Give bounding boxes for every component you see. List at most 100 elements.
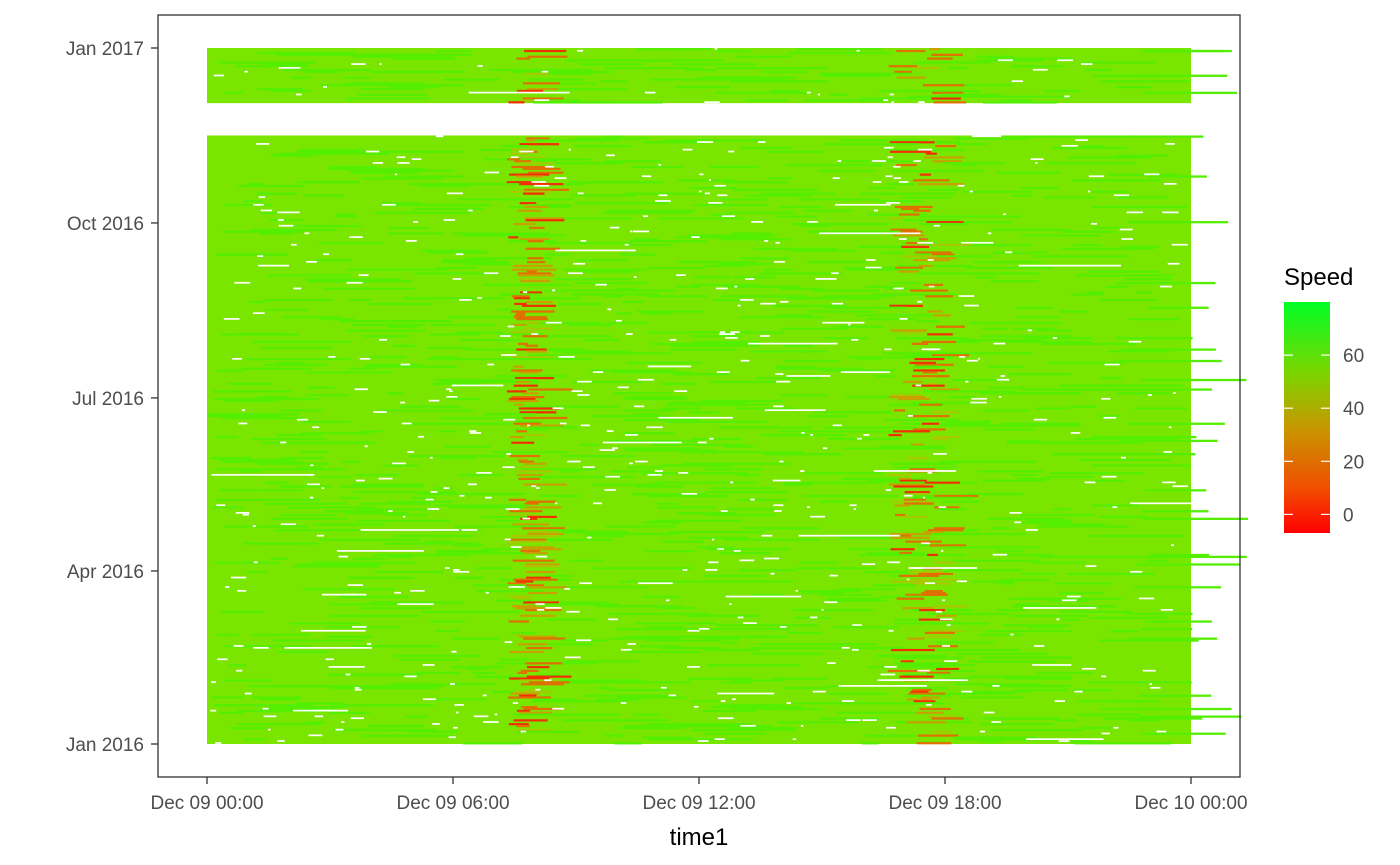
speed-tile [740, 146, 793, 150]
speed-tile [349, 299, 372, 302]
speed-tile [260, 441, 363, 444]
speed-tile [905, 540, 942, 543]
y-tick-label: Apr 2016 [67, 562, 144, 583]
speed-tile [837, 711, 896, 714]
speed-tile [651, 342, 755, 346]
missing-data-gap [927, 348, 941, 351]
speed-tile [300, 451, 328, 454]
speed-tile [913, 67, 941, 70]
speed-tile [776, 367, 863, 370]
speed-tile [670, 401, 748, 405]
missing-data-gap [927, 472, 933, 474]
speed-tile [563, 268, 646, 271]
speed-tile [844, 477, 912, 481]
speed-tile [929, 544, 967, 547]
speed-tile [894, 409, 906, 412]
speed-tile [530, 700, 628, 703]
speed-tile [524, 502, 539, 505]
speed-tile [307, 280, 413, 283]
missing-data-gap [996, 378, 1010, 381]
missing-data-gap [1027, 329, 1033, 332]
missing-data-gap [1052, 337, 1057, 339]
missing-data-gap [856, 49, 860, 52]
speed-tile [328, 603, 410, 606]
speed-tile [1086, 291, 1105, 294]
speed-tile [609, 439, 698, 443]
speed-tile [278, 456, 324, 460]
speed-tile [381, 202, 422, 205]
speed-tile [344, 512, 408, 515]
speed-tile [529, 226, 545, 229]
speed-tile [873, 584, 916, 587]
missing-data-gap [862, 563, 876, 566]
speed-tile [1091, 190, 1130, 193]
speed-tile [890, 580, 928, 583]
speed-tile [933, 605, 969, 608]
speed-tile [847, 268, 921, 271]
speed-tile [509, 510, 543, 513]
speed-tile [329, 165, 377, 169]
missing-data-gap [1023, 607, 1030, 609]
speed-tile [280, 513, 338, 517]
missing-data-gap [852, 648, 859, 651]
speed-tile [980, 740, 1003, 743]
speed-tile [539, 494, 580, 498]
speed-tile [877, 200, 922, 203]
speed-tile [896, 164, 917, 167]
speed-tile [509, 650, 545, 654]
missing-data-gap [642, 175, 652, 178]
speed-tile [662, 407, 701, 410]
speed-tile [983, 428, 1035, 431]
speed-tile [448, 506, 553, 509]
missing-data-gap [812, 690, 826, 693]
missing-data-gap [559, 422, 567, 425]
speed-tile [387, 325, 419, 328]
speed-tile [1028, 614, 1089, 617]
missing-data-gap [1064, 95, 1070, 98]
speed-tile [440, 416, 529, 420]
speed-tile [511, 295, 530, 298]
speed-tile [737, 473, 760, 477]
missing-data-gap [443, 487, 450, 489]
speed-tile [634, 485, 684, 488]
speed-tile [894, 504, 911, 507]
speed-tile [524, 217, 564, 220]
speed-tile [477, 589, 545, 593]
speed-tile [615, 312, 632, 315]
missing-data-gap [238, 422, 248, 425]
missing-data-gap [372, 162, 384, 164]
speed-tile [1081, 144, 1103, 148]
speed-tile [529, 354, 554, 357]
speed-tile [629, 240, 707, 243]
speed-tile [901, 196, 952, 199]
speed-tile [409, 183, 508, 186]
speed-tile [518, 371, 539, 374]
missing-data-gap [1130, 570, 1143, 573]
speed-tile [416, 671, 461, 675]
speed-tile [894, 205, 933, 209]
missing-data-gap [849, 504, 857, 507]
speed-tile [1051, 453, 1122, 456]
speed-tile [932, 160, 963, 163]
speed-tile [508, 236, 519, 239]
speed-tile [930, 411, 959, 414]
speed-tile [1072, 179, 1162, 182]
speed-tile [918, 183, 964, 186]
missing-data-gap [933, 224, 940, 227]
speed-tile [690, 283, 761, 287]
speed-tile [463, 742, 523, 745]
missing-data-gap [928, 285, 935, 288]
speed-tile [270, 557, 289, 560]
missing-data-gap [873, 209, 878, 212]
speed-tile [778, 430, 855, 433]
speed-tile [1099, 415, 1120, 418]
speed-tile [436, 551, 543, 555]
speed-tile [227, 382, 273, 385]
missing-data-gap [926, 704, 932, 706]
missing-data-gap [607, 308, 612, 311]
speed-tile [911, 342, 929, 345]
missing-data-gap [634, 276, 637, 278]
speed-tile [1115, 281, 1216, 285]
speed-tile [524, 462, 547, 465]
missing-data-gap [740, 724, 756, 727]
